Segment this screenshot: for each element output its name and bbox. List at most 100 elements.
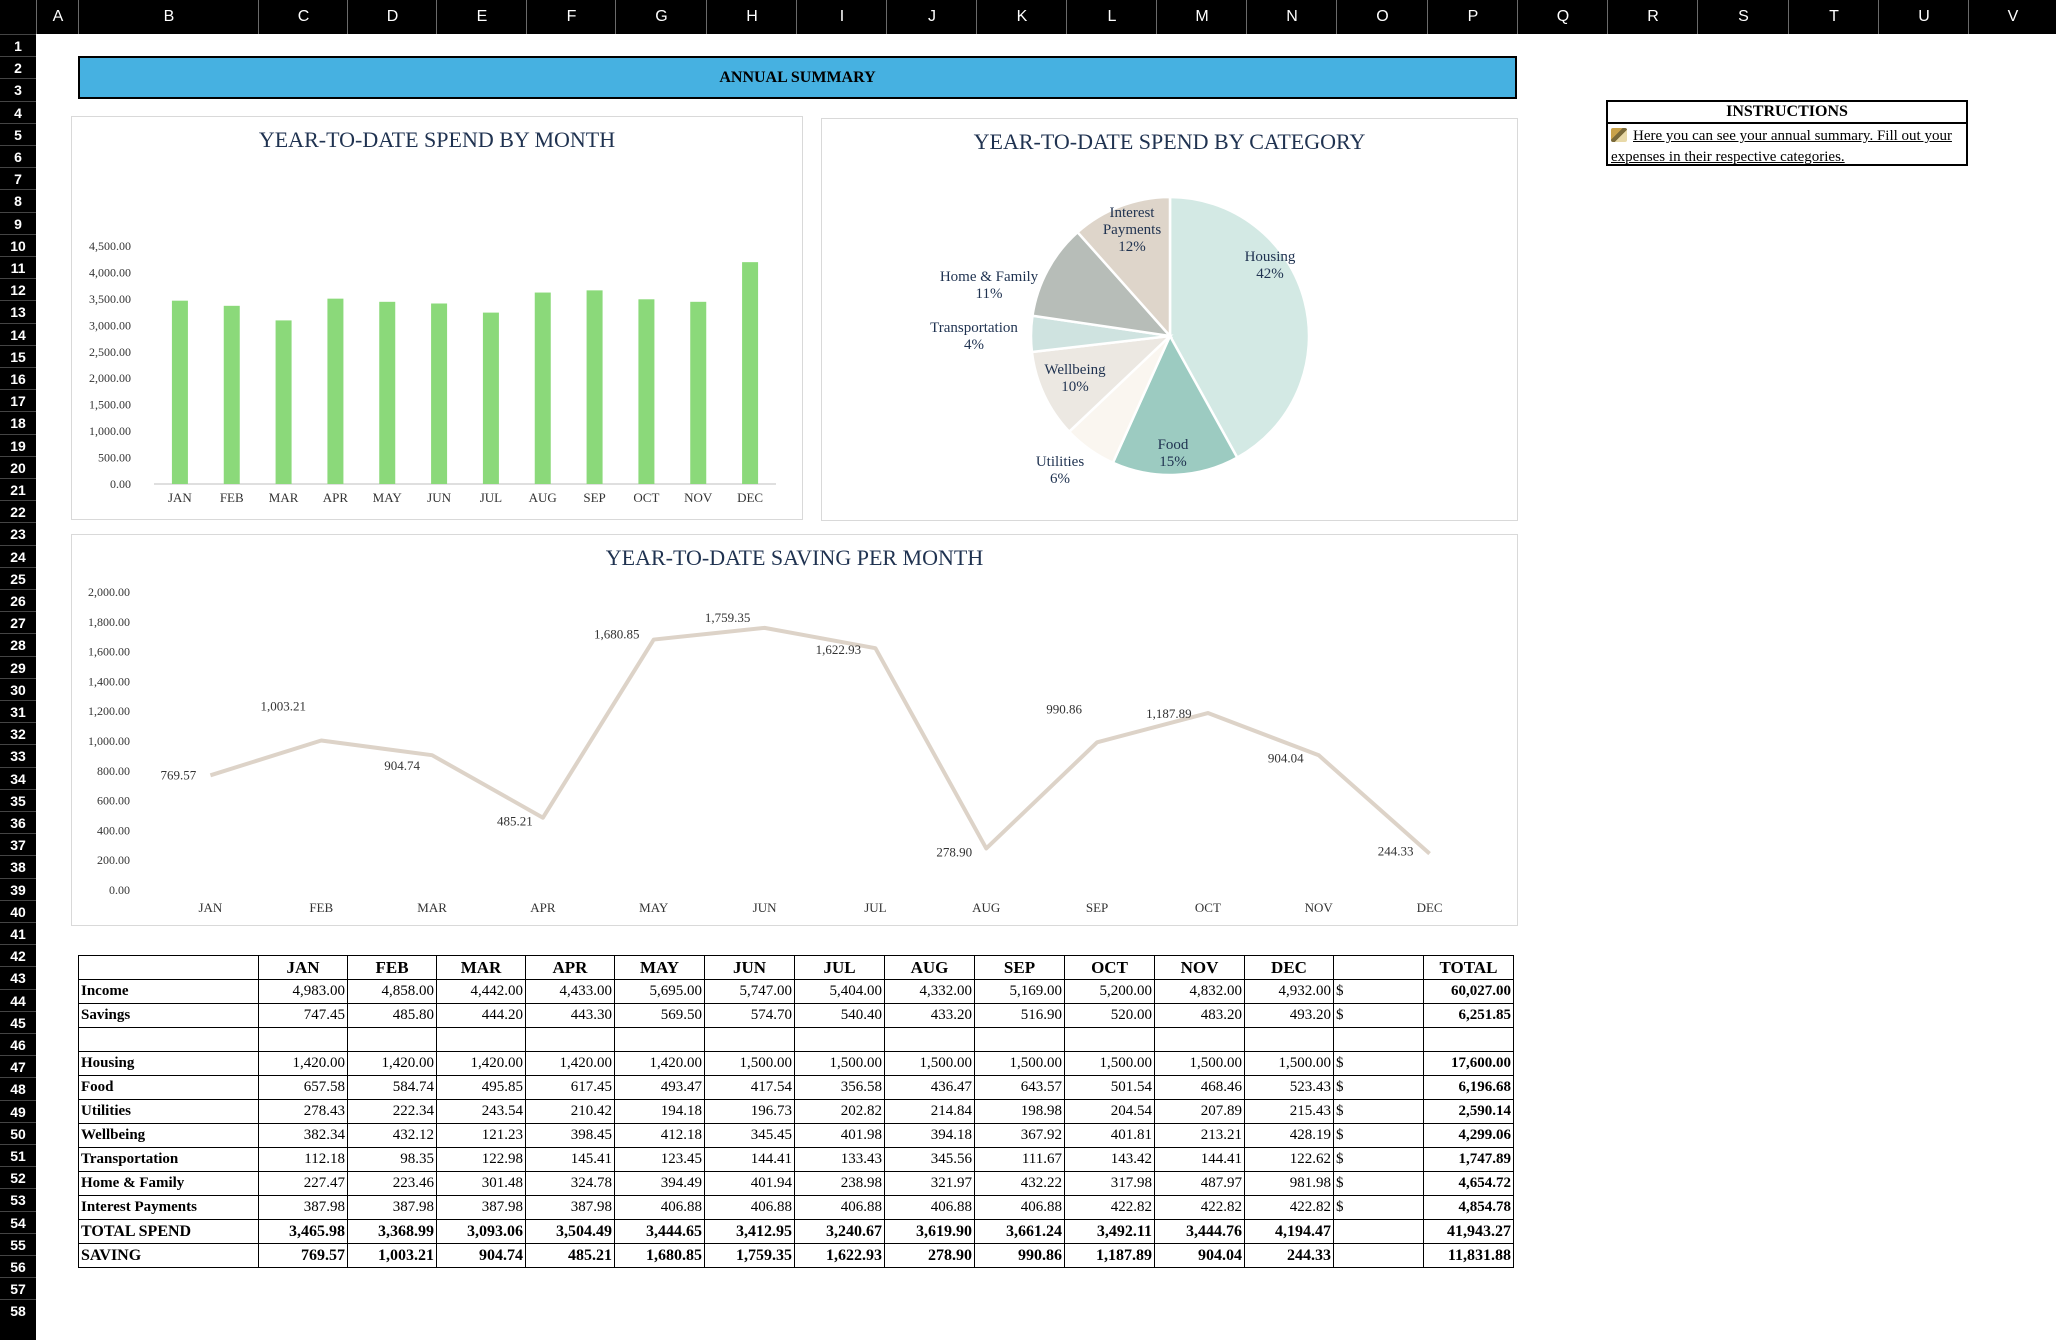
month-header[interactable]: NOV bbox=[1154, 955, 1245, 980]
table-cell[interactable]: 1,003.21 bbox=[347, 1243, 437, 1268]
table-cell[interactable]: 278.43 bbox=[258, 1099, 348, 1124]
row-header-49[interactable]: 49 bbox=[0, 1099, 36, 1122]
row-header-29[interactable]: 29 bbox=[0, 655, 36, 678]
currency-cell[interactable]: $ bbox=[1333, 1195, 1424, 1220]
total-cell[interactable]: 11,831.88 bbox=[1423, 1243, 1514, 1268]
table-cell[interactable]: 657.58 bbox=[258, 1075, 348, 1100]
table-cell[interactable]: 194.18 bbox=[614, 1099, 705, 1124]
row-header-12[interactable]: 12 bbox=[0, 278, 36, 300]
table-cell[interactable]: 222.34 bbox=[347, 1099, 437, 1124]
table-cell[interactable]: 278.90 bbox=[884, 1243, 975, 1268]
month-header[interactable]: APR bbox=[525, 955, 615, 980]
table-cell[interactable]: 5,169.00 bbox=[974, 979, 1065, 1004]
table-cell[interactable] bbox=[1244, 1027, 1334, 1052]
table-cell[interactable]: 540.40 bbox=[794, 1003, 885, 1028]
table-cell[interactable]: 468.46 bbox=[1154, 1075, 1245, 1100]
table-cell[interactable]: 1,420.00 bbox=[436, 1051, 526, 1076]
column-header-o[interactable]: O bbox=[1336, 0, 1428, 34]
table-cell[interactable]: 1,420.00 bbox=[347, 1051, 437, 1076]
header-blank[interactable] bbox=[78, 955, 259, 980]
total-cell[interactable]: 4,654.72 bbox=[1423, 1171, 1514, 1196]
row-header-6[interactable]: 6 bbox=[0, 145, 36, 167]
table-cell[interactable]: 406.88 bbox=[614, 1195, 705, 1220]
column-header-j[interactable]: J bbox=[886, 0, 977, 34]
table-cell[interactable]: 198.98 bbox=[974, 1099, 1065, 1124]
table-cell[interactable]: 981.98 bbox=[1244, 1171, 1334, 1196]
table-cell[interactable]: 5,695.00 bbox=[614, 979, 705, 1004]
table-cell[interactable]: 196.73 bbox=[704, 1099, 795, 1124]
column-header-f[interactable]: F bbox=[526, 0, 616, 34]
total-cell[interactable]: 6,196.68 bbox=[1423, 1075, 1514, 1100]
row-header-22[interactable]: 22 bbox=[0, 500, 36, 522]
column-header-g[interactable]: G bbox=[615, 0, 707, 34]
table-cell[interactable]: 215.43 bbox=[1244, 1099, 1334, 1124]
currency-col-header[interactable] bbox=[1333, 955, 1424, 980]
table-cell[interactable]: 204.54 bbox=[1064, 1099, 1155, 1124]
table-cell[interactable]: 444.20 bbox=[436, 1003, 526, 1028]
column-header-k[interactable]: K bbox=[976, 0, 1067, 34]
row-header-19[interactable]: 19 bbox=[0, 433, 36, 456]
row-label[interactable]: Utilities bbox=[78, 1099, 259, 1124]
table-cell[interactable]: 417.54 bbox=[704, 1075, 795, 1100]
table-cell[interactable]: 3,619.90 bbox=[884, 1219, 975, 1244]
currency-cell[interactable] bbox=[1333, 1219, 1424, 1244]
table-cell[interactable]: 904.04 bbox=[1154, 1243, 1245, 1268]
row-label[interactable]: Home & Family bbox=[78, 1171, 259, 1196]
currency-cell[interactable]: $ bbox=[1333, 1099, 1424, 1124]
table-cell[interactable]: 321.97 bbox=[884, 1171, 975, 1196]
row-header-38[interactable]: 38 bbox=[0, 855, 36, 877]
spend-by-category-chart[interactable]: YEAR-TO-DATE SPEND BY CATEGORY Housing 42… bbox=[821, 118, 1518, 521]
table-cell[interactable]: 223.46 bbox=[347, 1171, 437, 1196]
row-header-2[interactable]: 2 bbox=[0, 56, 36, 78]
table-cell[interactable] bbox=[884, 1027, 975, 1052]
month-header[interactable]: MAY bbox=[614, 955, 705, 980]
currency-cell[interactable]: $ bbox=[1333, 1003, 1424, 1028]
currency-cell[interactable]: $ bbox=[1333, 979, 1424, 1004]
table-cell[interactable]: 1,759.35 bbox=[704, 1243, 795, 1268]
table-cell[interactable] bbox=[1154, 1027, 1245, 1052]
row-header-16[interactable]: 16 bbox=[0, 367, 36, 389]
row-header-20[interactable]: 20 bbox=[0, 455, 36, 478]
row-header-5[interactable]: 5 bbox=[0, 122, 36, 145]
month-header[interactable]: JUL bbox=[794, 955, 885, 980]
column-header-a[interactable]: A bbox=[36, 0, 79, 34]
table-cell[interactable]: 990.86 bbox=[974, 1243, 1065, 1268]
row-header-25[interactable]: 25 bbox=[0, 566, 36, 589]
row-label[interactable]: Interest Payments bbox=[78, 1195, 259, 1220]
row-header-45[interactable]: 45 bbox=[0, 1010, 36, 1033]
table-cell[interactable]: 406.88 bbox=[794, 1195, 885, 1220]
table-cell[interactable]: 501.54 bbox=[1064, 1075, 1155, 1100]
table-cell[interactable]: 412.18 bbox=[614, 1123, 705, 1148]
table-cell[interactable] bbox=[704, 1027, 795, 1052]
currency-cell[interactable]: $ bbox=[1333, 1147, 1424, 1172]
currency-cell[interactable]: $ bbox=[1333, 1123, 1424, 1148]
total-cell[interactable]: 2,590.14 bbox=[1423, 1099, 1514, 1124]
table-cell[interactable]: 433.20 bbox=[884, 1003, 975, 1028]
table-cell[interactable]: 617.45 bbox=[525, 1075, 615, 1100]
table-cell[interactable]: 1,500.00 bbox=[1064, 1051, 1155, 1076]
total-cell[interactable]: 4,299.06 bbox=[1423, 1123, 1514, 1148]
table-cell[interactable]: 207.89 bbox=[1154, 1099, 1245, 1124]
table-cell[interactable]: 144.41 bbox=[704, 1147, 795, 1172]
row-header-24[interactable]: 24 bbox=[0, 544, 36, 567]
column-header-e[interactable]: E bbox=[436, 0, 527, 34]
table-cell[interactable]: 584.74 bbox=[347, 1075, 437, 1100]
column-header-q[interactable]: Q bbox=[1517, 0, 1608, 34]
column-header-t[interactable]: T bbox=[1788, 0, 1879, 34]
table-cell[interactable]: 214.84 bbox=[884, 1099, 975, 1124]
saving-per-month-chart[interactable]: YEAR-TO-DATE SAVING PER MONTH 0.00 200.00… bbox=[71, 534, 1518, 926]
row-header-53[interactable]: 53 bbox=[0, 1188, 36, 1210]
table-cell[interactable]: 1,500.00 bbox=[1244, 1051, 1334, 1076]
column-header-m[interactable]: M bbox=[1156, 0, 1247, 34]
row-header-36[interactable]: 36 bbox=[0, 811, 36, 833]
row-label[interactable]: TOTAL SPEND bbox=[78, 1219, 259, 1244]
column-header-u[interactable]: U bbox=[1878, 0, 1969, 34]
instructions-box[interactable]: INSTRUCTIONS Here you can see your annua… bbox=[1606, 100, 1968, 166]
table-cell[interactable]: 238.98 bbox=[794, 1171, 885, 1196]
table-cell[interactable]: 356.58 bbox=[794, 1075, 885, 1100]
table-cell[interactable]: 4,932.00 bbox=[1244, 979, 1334, 1004]
month-header[interactable]: DEC bbox=[1244, 955, 1334, 980]
table-cell[interactable]: 143.42 bbox=[1064, 1147, 1155, 1172]
table-cell[interactable]: 1,187.89 bbox=[1064, 1243, 1155, 1268]
row-header-30[interactable]: 30 bbox=[0, 677, 36, 700]
